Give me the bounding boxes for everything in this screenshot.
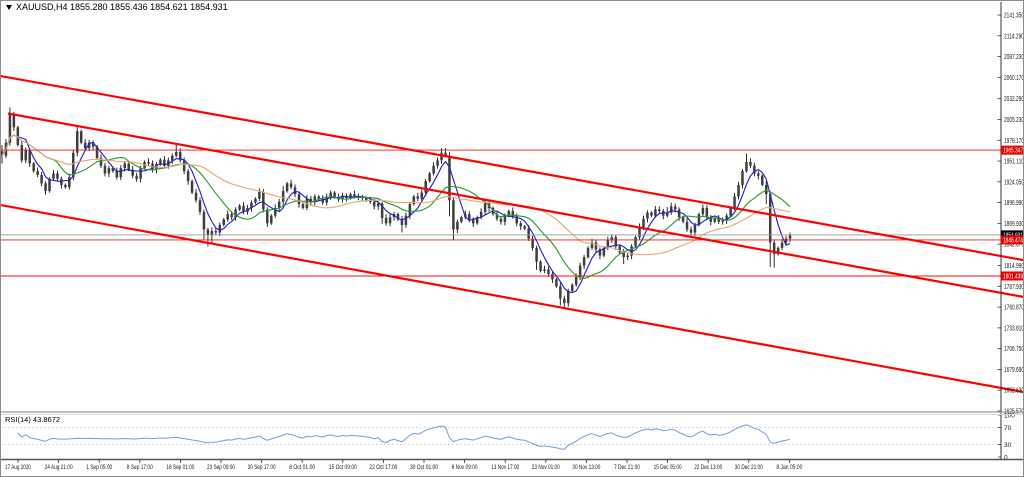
rsi-axis-label: 70 (1004, 425, 1012, 432)
price-tag-1801.439: 1801.439 (1001, 271, 1024, 281)
rsi-axis-label: 0 (1004, 455, 1008, 462)
price-tag-1848.474: 1848.474 (1001, 235, 1024, 244)
date-tick-label: 16 Sep 01:00 (166, 464, 194, 471)
chart-title: XAUUSD,H4 1855.280 1855.436 1854.621 185… (16, 2, 228, 12)
date-tick-label: 13 Nov 17:00 (491, 464, 519, 471)
date-tick-label: 23 Sep 09:00 (207, 464, 235, 471)
price-tick-label: 1679.690 (1004, 367, 1024, 374)
price-tick-label: 1924.050 (1004, 179, 1024, 186)
ma-medium-line (1, 134, 791, 279)
date-tick-label: 8 Sep 17:00 (127, 464, 153, 471)
date-tick-label: 15 Dec 05:00 (654, 464, 682, 471)
price-tick-label: 2060.170 (1004, 75, 1024, 82)
ma-slow-line (1, 134, 791, 256)
date-tick-label: 6 Nov 09:00 (452, 464, 478, 471)
date-tick-label: 23 Nov 01:00 (532, 464, 560, 471)
date-tick-label: 30 Oct 01:00 (410, 464, 438, 471)
date-tick-label: 30 Nov 13:00 (572, 464, 600, 471)
moving-averages-layer (1, 134, 791, 294)
svg-text:1801.439: 1801.439 (1003, 274, 1023, 281)
trendlines-layer[interactable] (0, 74, 1024, 394)
trendline-lower-channel[interactable] (0, 203, 1024, 394)
price-tick-label: 1787.930 (1004, 284, 1024, 291)
date-tick-label: 22 Oct 17:00 (369, 464, 397, 471)
rsi-indicator-label: RSI(14) 43.8672 (5, 415, 61, 424)
date-tick-label: 7 Dec 21:00 (614, 464, 640, 471)
date-tick-label: 30 Dec 21:00 (735, 464, 763, 471)
price-tick-label: 1814.990 (1004, 263, 1024, 270)
date-tick-label: 30 Sep 17:00 (248, 464, 276, 471)
rsi-pane: 100 70 30 0 (0, 413, 1015, 462)
date-tick-label: 1 Sep 05:00 (86, 464, 112, 471)
date-tick-label: 15 Oct 09:00 (329, 464, 357, 471)
date-tick-label: 8 Oct 01:00 (289, 464, 315, 471)
price-tick-label: 1652.630 (1004, 388, 1024, 395)
symbol-dropdown-icon (6, 4, 12, 10)
price-tick-label: 2032.290 (1004, 96, 1024, 103)
price-tick-label: 2114.290 (1004, 33, 1024, 40)
date-tick-label: 22 Dec 13:00 (694, 464, 722, 471)
price-tick-label: 2141.350 (1004, 13, 1024, 20)
price-tick-label: 1733.810 (1004, 325, 1024, 332)
trendline-upper-channel[interactable] (0, 74, 1024, 262)
price-tick-label: 2005.230 (1004, 117, 1024, 124)
price-tick-label: 1760.870 (1004, 305, 1024, 312)
svg-text:1848.474: 1848.474 (1003, 237, 1023, 244)
price-tick-label: 1896.990 (1004, 200, 1024, 207)
price-tick-label: 1706.750 (1004, 346, 1024, 353)
svg-text:1965.347: 1965.347 (1003, 148, 1023, 155)
price-tick-label: 1978.170 (1004, 138, 1024, 145)
rsi-axis-label: 30 (1004, 442, 1012, 449)
chart-title-bar: XAUUSD,H4 1855.280 1855.436 1854.621 185… (6, 2, 228, 12)
ma-fast-line (1, 134, 791, 294)
price-tick-label: 2087.230 (1004, 54, 1024, 61)
price-tick-label: 1951.110 (1004, 159, 1024, 166)
date-tick-label: 24 Aug 21:00 (45, 464, 73, 471)
trendline-mid-channel[interactable] (7, 112, 1024, 299)
price-tag-1965.347: 1965.347 (1001, 145, 1024, 155)
rsi-line (17, 424, 791, 450)
rsi-axis-label: 100 (1004, 413, 1015, 420)
price-tick-label: 1869.930 (1004, 221, 1024, 228)
date-tick-label: 17 Aug 2020 (5, 464, 31, 471)
price-tick-label: 1842.870 (1004, 242, 1024, 249)
date-tick-label: 8 Jan 05:00 (776, 464, 802, 471)
